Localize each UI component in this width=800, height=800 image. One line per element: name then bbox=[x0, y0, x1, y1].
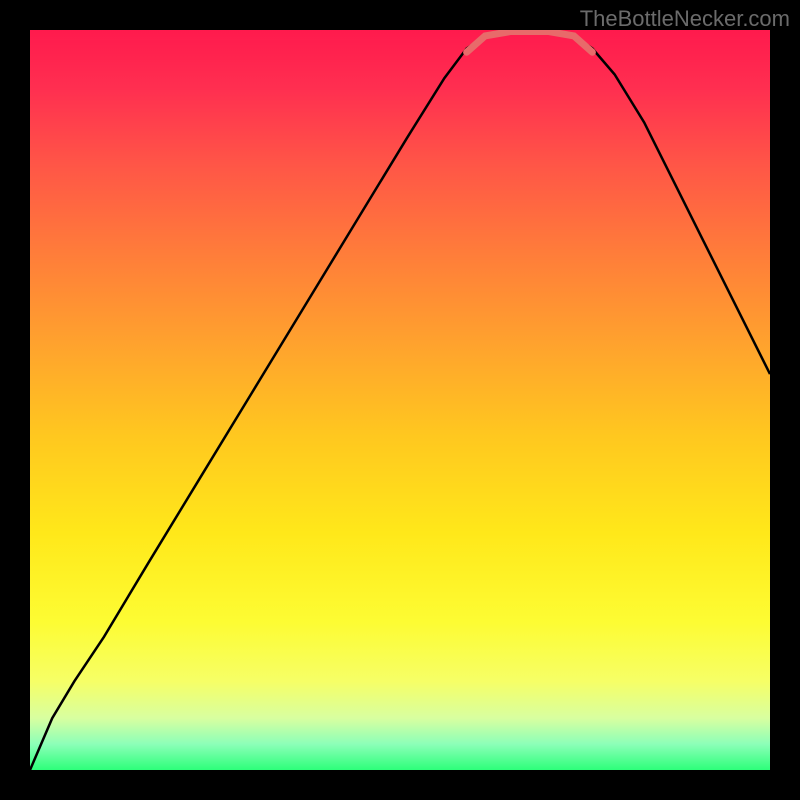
chart-background bbox=[30, 30, 770, 770]
watermark-text: TheBottleNecker.com bbox=[580, 6, 790, 32]
chart-svg bbox=[30, 30, 770, 770]
bottleneck-chart bbox=[30, 30, 770, 770]
